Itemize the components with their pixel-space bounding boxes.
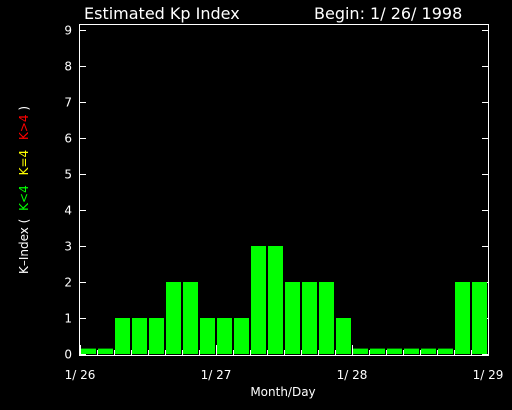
kp-bar (285, 282, 300, 354)
bars-group (81, 246, 487, 354)
y-tick-label: 5 (64, 168, 72, 182)
y-axis-label-suffix: ) (17, 106, 31, 111)
y-tick-label: 2 (64, 276, 72, 290)
kp-bar (268, 246, 283, 354)
kp-bar (217, 318, 232, 354)
kp-bar (472, 282, 487, 354)
x-axis-label: Month/Day (250, 385, 315, 399)
kp-bar (234, 318, 249, 354)
kp-bar (421, 348, 436, 354)
y-tick-label: 3 (64, 240, 72, 254)
x-tick-label: 1/ 26 (65, 368, 96, 382)
kp-bar (336, 318, 351, 354)
kp-bar (81, 348, 96, 354)
y-axis-label: K–Index ( K<4 K=4 K>4 ) (17, 106, 31, 274)
y-axis-label-prefix: K–Index ( (17, 219, 31, 274)
kp-bar (251, 246, 266, 354)
chart-title: Estimated Kp Index (84, 4, 240, 23)
x-tick-label: 1/ 29 (473, 368, 504, 382)
kp-bar (319, 282, 334, 354)
kp-bar (98, 348, 113, 354)
y-axis-ticks: 0 1 2 3 4 5 6 7 8 9 (64, 24, 488, 362)
kp-bar (166, 282, 181, 354)
y-tick-label: 9 (64, 24, 72, 38)
y-tick-label: 4 (64, 204, 72, 218)
y-tick-label: 7 (64, 96, 72, 110)
kp-bar (387, 348, 402, 354)
kp-bar (115, 318, 130, 354)
kp-bar (370, 348, 385, 354)
kp-bar (438, 348, 453, 354)
x-tick-label: 1/ 28 (337, 368, 368, 382)
y-axis-label-k-low: K<4 (17, 185, 31, 211)
plot-frame (79, 24, 489, 356)
x-tick-label: 1/ 27 (201, 368, 232, 382)
kp-bar (455, 282, 470, 354)
y-tick-label: 1 (64, 312, 72, 326)
y-axis-label-k-high: K>4 (17, 114, 31, 140)
x-axis-ticks: 1/ 26 1/ 27 1/ 28 1/ 29 (65, 345, 504, 382)
kp-bar (149, 318, 164, 354)
y-axis-label-k-eq: K=4 (17, 150, 31, 176)
begin-date-label: Begin: 1/ 26/ 1998 (314, 4, 462, 23)
kp-bar (404, 348, 419, 354)
kp-bar (132, 318, 147, 354)
kp-bar (353, 348, 368, 354)
y-tick-label: 0 (64, 348, 72, 362)
kp-bar (302, 282, 317, 354)
kp-bar (200, 318, 215, 354)
kp-bar (183, 282, 198, 354)
y-tick-label: 6 (64, 132, 72, 146)
y-tick-label: 8 (64, 60, 72, 74)
